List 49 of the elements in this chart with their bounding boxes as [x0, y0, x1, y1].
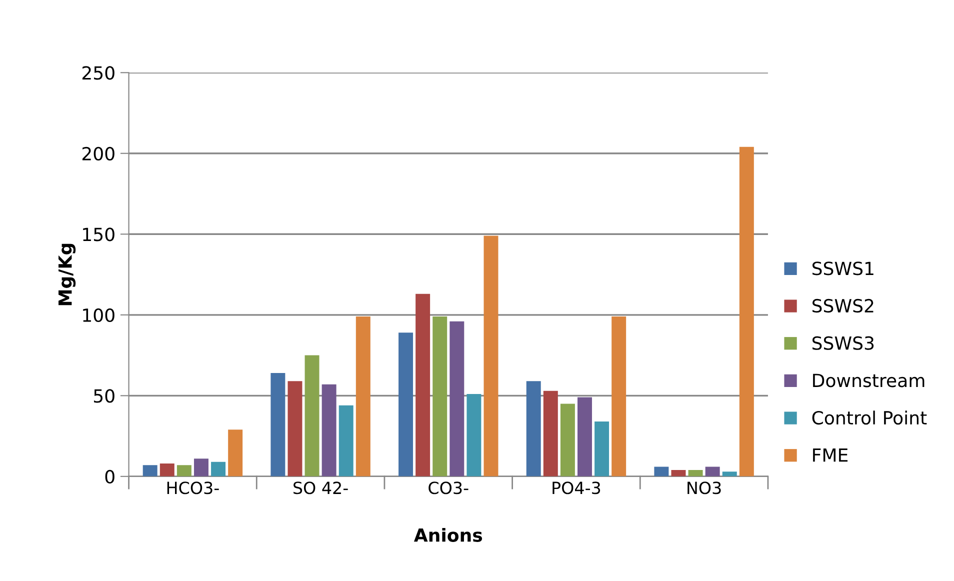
- legend-label: Control Point: [812, 410, 927, 425]
- bar: [722, 472, 737, 476]
- bar: [304, 355, 320, 476]
- bar: [594, 422, 610, 476]
- legend-label: Downstream: [813, 374, 924, 388]
- y-tick-label: 200: [82, 146, 114, 160]
- bar: [356, 316, 370, 476]
- bar: [654, 466, 669, 476]
- bar: [416, 294, 430, 476]
- bar: [466, 394, 482, 476]
- x-tick-label: NO3: [688, 482, 721, 494]
- bar: [577, 397, 592, 476]
- bar: [543, 390, 558, 476]
- y-tick-label: 250: [82, 66, 114, 80]
- bar: [288, 381, 302, 476]
- y-axis-title: Mg/Kg: [58, 244, 76, 306]
- x-tick-label: SO 42-: [294, 482, 348, 494]
- legend-label: FME: [813, 448, 848, 462]
- bar: [526, 381, 541, 476]
- x-tick-label: CO3-: [428, 482, 468, 494]
- bar: [398, 332, 414, 476]
- bar: [688, 470, 703, 476]
- bar: [739, 146, 754, 476]
- y-tick-label: 150: [83, 228, 114, 242]
- legend-label: SSWS2: [812, 298, 874, 313]
- bar: [705, 466, 720, 476]
- bar: [432, 316, 448, 476]
- y-tick-label: 0: [105, 470, 114, 484]
- bar: [270, 373, 286, 476]
- bar: [671, 470, 686, 476]
- bar: [211, 462, 226, 476]
- y-tick-label: 100: [83, 308, 114, 322]
- bar: [450, 321, 464, 476]
- bar: [484, 236, 498, 476]
- x-axis-title: Anions: [414, 528, 482, 542]
- bar: [142, 465, 158, 476]
- bar: [160, 464, 174, 476]
- bar: [176, 465, 192, 476]
- bar: [228, 430, 243, 476]
- bar: [322, 384, 336, 476]
- legend-label: SSWS3: [812, 336, 874, 350]
- bar: [612, 316, 626, 476]
- x-tick-label: PO4-3: [552, 482, 600, 494]
- bar: [560, 404, 575, 476]
- bar: [338, 405, 354, 476]
- bar: [194, 458, 208, 476]
- legend-label: SSWS1: [812, 262, 874, 276]
- x-tick-label: HCO3-: [167, 482, 219, 494]
- y-tick-label: 50: [94, 389, 114, 403]
